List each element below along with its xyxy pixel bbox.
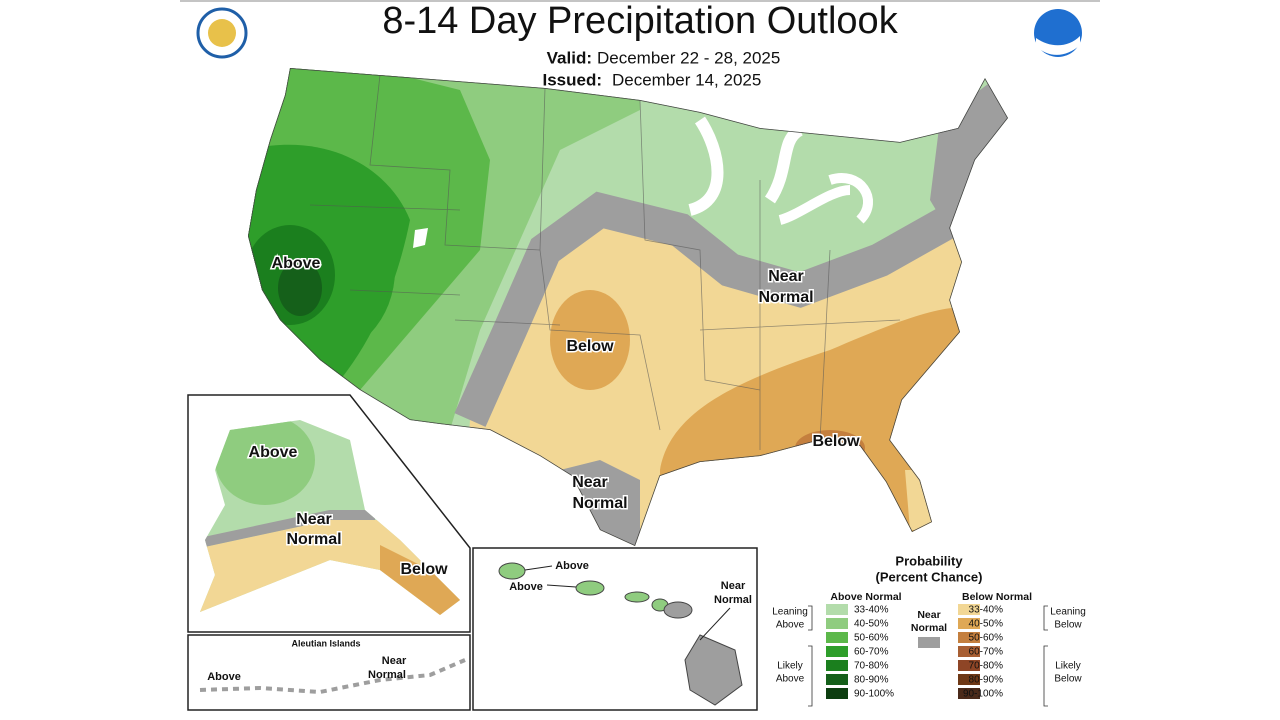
legend-bin: 60-70% [854, 647, 889, 658]
legend-header: Normal [911, 622, 947, 634]
map-label: Near [768, 268, 804, 285]
map-label: Below [400, 561, 448, 578]
legend-header: Below Normal [962, 591, 1032, 603]
map-label: Near [382, 655, 407, 667]
legend-group: Likely [1055, 661, 1081, 672]
legend: Probability (Percent Chance) Above Norma… [772, 553, 1086, 707]
legend-header: Above Normal [830, 591, 901, 603]
legend-group: Leaning [772, 607, 808, 618]
map-label: Near [572, 474, 608, 491]
map-label: Normal [286, 531, 341, 548]
legend-bin: 90-100% [854, 689, 894, 700]
legend-group: Likely [777, 661, 803, 672]
legend-swatch [958, 660, 980, 671]
issued-date: December 14, 2025 [612, 70, 761, 89]
aleutian-inset [187, 634, 471, 711]
title: 8-14 Day Precipitation Outlook [382, 0, 898, 42]
map-label: Below [812, 433, 860, 450]
hawaii-map [498, 562, 743, 706]
legend-group: Below [1054, 674, 1082, 685]
map-label: Above [249, 444, 298, 461]
legend-swatch [826, 674, 848, 685]
legend-bin: 33-40% [969, 605, 1004, 616]
legend-swatch [958, 646, 980, 657]
map-label: Normal [758, 289, 813, 306]
legend-swatch [826, 660, 848, 671]
map-label: Below [566, 338, 614, 355]
legend-swatch [826, 688, 848, 699]
legend-group: Above [776, 674, 805, 685]
valid-dates: December 22 - 28, 2025 [597, 48, 780, 67]
legend-swatch [826, 632, 848, 643]
legend-group: Leaning [1050, 607, 1086, 618]
map-label: Near [296, 511, 332, 528]
inset-title: Aleutian Islands [291, 638, 360, 648]
map-label: Normal [572, 495, 627, 512]
legend-bin: 40-50% [854, 619, 889, 630]
legend-bin: 60-70% [969, 647, 1004, 658]
legend-group: Above [776, 620, 805, 631]
map-label: Normal [368, 669, 406, 681]
legend-bin: 50-60% [854, 633, 889, 644]
map-label: Above [509, 581, 543, 593]
legend-swatch [958, 618, 980, 629]
legend-swatch [826, 646, 848, 657]
hawaii-inset [472, 547, 758, 711]
legend-swatch [958, 632, 980, 643]
legend-bin: 70-80% [854, 661, 889, 672]
legend-title: Probability [895, 553, 963, 568]
map-label: Near [721, 580, 746, 592]
legend-swatch [958, 674, 980, 685]
legend-bin: 80-90% [969, 675, 1004, 686]
noaa-logo [1034, 9, 1082, 57]
map-label: Above [555, 560, 589, 572]
legend-swatch [918, 637, 940, 648]
legend-bin: 50-60% [969, 633, 1004, 644]
map-label: Above [272, 255, 321, 272]
doc-logo [196, 7, 248, 59]
map-label: Normal [714, 594, 752, 606]
legend-swatch [958, 604, 980, 615]
map-label: Above [207, 671, 241, 683]
valid-label: Valid: [547, 48, 592, 67]
legend-bin: 40-50% [969, 619, 1004, 630]
legend-header: Near [917, 609, 940, 621]
legend-bin: 70-80% [969, 661, 1004, 672]
legend-swatch [958, 688, 980, 699]
legend-group: Below [1054, 620, 1082, 631]
legend-bin: 33-40% [854, 605, 889, 616]
legend-swatch [826, 618, 848, 629]
legend-title: (Percent Chance) [876, 569, 983, 584]
legend-bin: 90-100% [963, 689, 1003, 700]
legend-swatch [826, 604, 848, 615]
legend-bin: 80-90% [854, 675, 889, 686]
issued-label: Issued: [542, 70, 602, 89]
